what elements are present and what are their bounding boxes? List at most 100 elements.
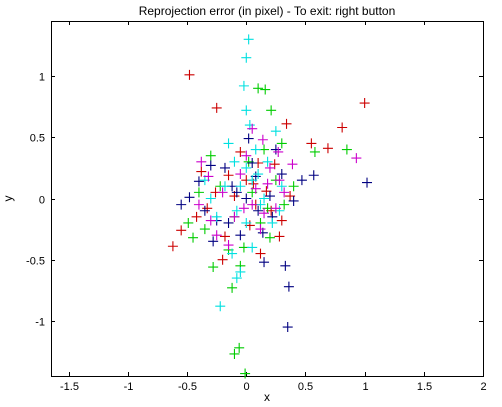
data-point — [196, 166, 207, 177]
data-point — [322, 143, 333, 154]
data-point — [217, 187, 228, 198]
data-point — [287, 159, 298, 170]
data-point — [243, 133, 254, 144]
data-point — [231, 205, 242, 216]
data-point — [193, 176, 204, 187]
data-point — [259, 257, 270, 268]
data-point — [167, 241, 178, 252]
data-point — [211, 102, 222, 113]
data-point — [257, 134, 268, 145]
data-point — [202, 203, 213, 214]
data-point — [238, 203, 249, 214]
data-point — [229, 211, 240, 222]
data-point — [240, 368, 251, 379]
data-point — [223, 240, 234, 251]
chart-title: Reprojection error (in pixel) - To exit:… — [139, 4, 396, 18]
data-point — [308, 170, 319, 181]
data-point — [274, 175, 285, 186]
data-point — [270, 144, 281, 155]
data-point — [241, 105, 252, 116]
data-point — [241, 217, 252, 228]
data-point — [253, 205, 264, 216]
data-point — [231, 273, 242, 284]
y-tick-label: -0.5 — [26, 256, 45, 268]
data-point — [276, 138, 287, 149]
data-point — [247, 158, 258, 168]
data-point — [211, 230, 222, 241]
data-point — [235, 230, 246, 241]
data-point — [259, 208, 270, 219]
data-point — [229, 156, 240, 167]
data-point — [270, 126, 281, 137]
data-point — [337, 122, 348, 133]
data-point — [273, 146, 284, 157]
data-point — [247, 199, 258, 210]
data-point — [193, 187, 204, 198]
data-point — [306, 138, 317, 149]
data-point — [243, 34, 254, 45]
data-point — [219, 162, 230, 173]
data-point — [253, 169, 264, 180]
data-point — [351, 153, 362, 164]
data-point — [279, 199, 290, 210]
data-point — [235, 266, 246, 277]
ticks-layer: -1.5 -1 -0.5 0 0.5 1 1.5 2 -1 -0.5 0 0.5 1 — [26, 21, 487, 393]
data-point — [281, 118, 292, 129]
data-point — [266, 105, 277, 116]
data-point — [267, 217, 278, 228]
points-layer — [167, 34, 373, 379]
x-tick-label: -1 — [124, 381, 134, 393]
data-point — [255, 248, 266, 259]
data-point — [276, 169, 287, 180]
data-point — [241, 52, 252, 63]
data-point — [205, 160, 216, 171]
data-point — [283, 281, 294, 292]
data-point — [241, 162, 252, 173]
data-point — [219, 231, 230, 242]
data-point — [205, 193, 216, 204]
data-point — [362, 177, 373, 188]
y-axis-title: y — [1, 196, 15, 202]
data-point — [217, 254, 228, 265]
data-point — [288, 195, 299, 206]
data-point — [219, 181, 230, 192]
data-point — [176, 199, 187, 210]
x-tick-label: 0.5 — [298, 381, 313, 393]
data-point — [176, 225, 187, 236]
data-point — [183, 217, 194, 228]
data-point — [231, 187, 242, 198]
data-point — [250, 144, 261, 155]
data-point — [276, 181, 287, 192]
data-point — [288, 181, 299, 192]
data-point — [247, 242, 258, 253]
data-point — [274, 231, 285, 242]
data-point — [199, 205, 210, 216]
data-point — [264, 232, 275, 243]
data-point — [341, 144, 352, 155]
data-point — [241, 150, 252, 161]
x-tick-label: 1.5 — [417, 381, 432, 393]
data-point — [260, 84, 271, 95]
data-point — [235, 146, 246, 157]
data-point — [196, 156, 207, 167]
data-point — [276, 215, 287, 226]
data-point — [223, 170, 234, 181]
data-point — [235, 181, 246, 192]
data-point — [238, 80, 249, 91]
data-point — [211, 211, 222, 222]
data-point — [215, 301, 226, 312]
data-point — [227, 248, 238, 259]
data-point — [247, 175, 258, 186]
data-point — [255, 224, 266, 235]
data-point — [199, 224, 210, 235]
x-tick-label: 0 — [243, 381, 249, 393]
y-tick-label: -1 — [35, 317, 45, 329]
data-point — [270, 203, 281, 214]
data-point — [282, 322, 293, 333]
data-point — [188, 232, 199, 243]
data-point — [205, 150, 216, 161]
data-point — [203, 171, 214, 182]
data-point — [229, 348, 240, 359]
